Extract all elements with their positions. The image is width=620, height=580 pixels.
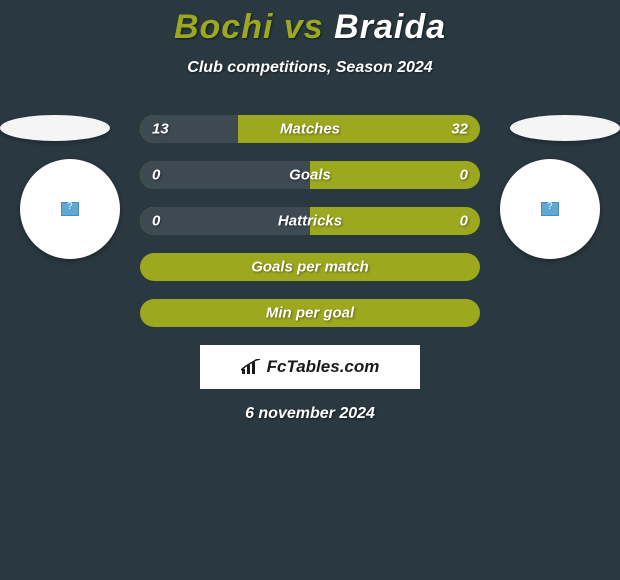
stat-label: Matches: [280, 121, 340, 138]
stat-label: Hattricks: [278, 213, 342, 230]
player1-name: Bochi: [174, 8, 273, 46]
stat-bar: Min per goal: [140, 299, 480, 327]
stat-value-left: 0: [152, 213, 160, 230]
stat-value-right: 0: [460, 213, 468, 230]
stat-bar: 0 Hattricks 0: [140, 207, 480, 235]
stat-fill-left: [140, 161, 310, 189]
brand-box[interactable]: FcTables.com: [200, 345, 420, 389]
content-area: 13 Matches 32 0 Goals 0 0 Hattricks 0 Goals per m…: [0, 115, 620, 423]
brand-label: FcTables.com: [241, 357, 380, 377]
player1-flag: [0, 115, 110, 141]
player1-column: [0, 115, 120, 259]
stat-label: Goals: [289, 167, 331, 184]
date-label: 6 november 2024: [0, 405, 620, 423]
stat-bar: 0 Goals 0: [140, 161, 480, 189]
stat-label: Goals per match: [251, 259, 369, 276]
player2-column: [500, 115, 620, 259]
placeholder-icon: [541, 202, 559, 216]
placeholder-icon: [61, 202, 79, 216]
page-title: Bochi vs Braida: [0, 8, 620, 47]
subtitle: Club competitions, Season 2024: [0, 59, 620, 77]
stats-bars: 13 Matches 32 0 Goals 0 0 Hattricks 0 Goals per m…: [140, 115, 480, 327]
player2-avatar: [500, 159, 600, 259]
stat-value-right: 32: [451, 121, 468, 138]
player1-avatar: [20, 159, 120, 259]
vs-label: vs: [284, 8, 324, 46]
player2-name: Braida: [334, 8, 446, 46]
stat-value-left: 13: [152, 121, 169, 138]
player2-flag: [510, 115, 620, 141]
stat-bar: 13 Matches 32: [140, 115, 480, 143]
chart-icon: [241, 359, 261, 375]
brand-text: FcTables.com: [267, 357, 380, 377]
stat-bar: Goals per match: [140, 253, 480, 281]
stat-value-right: 0: [460, 167, 468, 184]
stat-label: Min per goal: [266, 305, 354, 322]
stat-value-left: 0: [152, 167, 160, 184]
comparison-card: Bochi vs Braida Club competitions, Seaso…: [0, 0, 620, 423]
